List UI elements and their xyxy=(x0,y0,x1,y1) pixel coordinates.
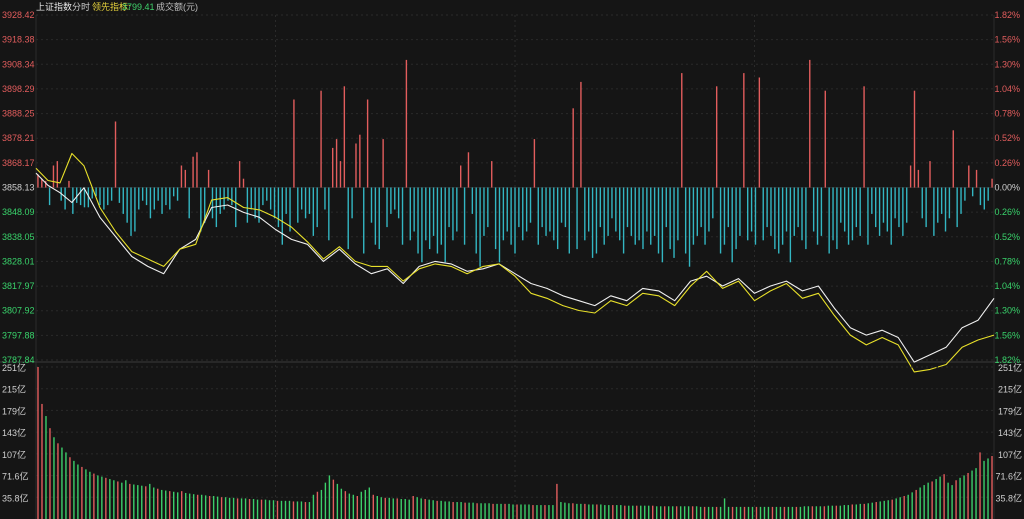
percent-tick-label: 1.04% xyxy=(994,281,1020,291)
price-tick-label: 3848.09 xyxy=(2,207,35,217)
volume-tick-label: 107亿 xyxy=(2,449,26,460)
price-tick-label: 3828.01 xyxy=(2,256,35,266)
percent-tick-label: 0.52% xyxy=(994,133,1020,143)
volume-tick-label: 179亿 xyxy=(2,405,26,416)
volume-tick-label-right: 107亿 xyxy=(998,449,1022,460)
volume-tick-label: 35.8亿 xyxy=(2,492,29,503)
index-title[interactable]: 上证指数 xyxy=(36,2,73,12)
percent-tick-label: 0.78% xyxy=(994,109,1020,119)
lead-indicator-label: 领先指标: xyxy=(92,2,131,12)
percent-tick-label: 1.04% xyxy=(994,84,1020,94)
price-tick-label: 3807.92 xyxy=(2,306,35,316)
volume-tick-label-right: 251亿 xyxy=(998,362,1022,373)
lead-indicator-line xyxy=(35,152,995,373)
volume-tick-label-right: 35.8亿 xyxy=(995,492,1022,503)
price-tick-label: 3868.17 xyxy=(2,158,35,168)
percent-tick-label: 1.30% xyxy=(994,59,1020,69)
lead-indicator-value: 3799.41 xyxy=(122,2,155,12)
index-price-line xyxy=(35,172,995,363)
percent-tick-label: 1.56% xyxy=(994,330,1020,340)
percent-tick-label: 1.82% xyxy=(994,355,1020,365)
volume-tick-label-right: 143亿 xyxy=(998,427,1022,438)
percent-tick-label: 0.26% xyxy=(994,207,1020,217)
volume-label: 成交额(元) xyxy=(156,2,198,12)
volume-tick-label: 251亿 xyxy=(2,362,26,373)
volume-tick-label-right: 71.6亿 xyxy=(995,471,1022,482)
percent-tick-label: 1.30% xyxy=(994,306,1020,316)
price-tick-label: 3888.25 xyxy=(2,109,35,119)
price-tick-label: 3898.29 xyxy=(2,84,35,94)
percent-tick-label: 0.78% xyxy=(994,256,1020,266)
volume-tick-label: 215亿 xyxy=(2,384,26,395)
price-tick-label: 3787.84 xyxy=(2,355,35,365)
percent-tick-label: 0.52% xyxy=(994,232,1020,242)
price-tick-label: 3838.05 xyxy=(2,232,35,242)
chart-header: 上证指数 分时 领先指标: 3799.41 成交额(元) xyxy=(0,0,1024,14)
volume-tick-label-right: 215亿 xyxy=(998,384,1022,395)
price-tick-label: 3858.13 xyxy=(2,183,35,193)
percent-tick-label: 0.00% xyxy=(994,183,1020,193)
mode-label[interactable]: 分时 xyxy=(72,2,91,12)
price-tick-label: 3908.34 xyxy=(2,59,35,69)
volume-tick-label-right: 179亿 xyxy=(998,405,1022,416)
volume-tick-label: 143亿 xyxy=(2,427,26,438)
price-tick-label: 3797.88 xyxy=(2,330,35,340)
percent-tick-label: 0.26% xyxy=(994,158,1020,168)
price-tick-label: 3928.42 xyxy=(2,10,35,20)
percent-tick-label: 1.82% xyxy=(994,10,1020,20)
price-tick-label: 3918.38 xyxy=(2,35,35,45)
price-tick-label: 3817.97 xyxy=(2,281,35,291)
price-tick-label: 3878.21 xyxy=(2,133,35,143)
percent-tick-label: 1.56% xyxy=(994,35,1020,45)
volume-tick-label: 71.6亿 xyxy=(2,471,29,482)
